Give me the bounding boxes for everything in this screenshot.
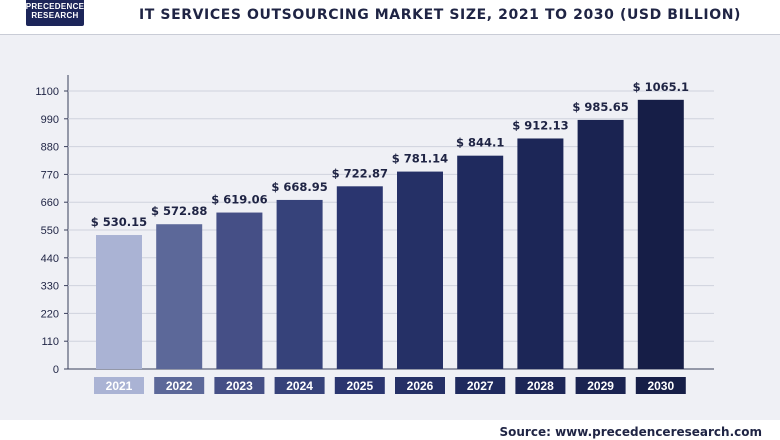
bar-2029 [577,119,624,370]
bar-2030 [637,99,684,369]
bar-2027 [457,155,504,369]
source-label: Source: [499,425,551,439]
category-label: 2023 [226,379,253,393]
y-tick-label: 1100 [35,86,59,98]
y-tick-label: 440 [41,253,59,265]
value-label: $ 781.14 [392,152,448,166]
precedence-research-logo: PRECEDENCE RESEARCH [26,0,84,26]
source-note: Source: www.precedenceresearch.com [500,425,763,439]
category-label: 2022 [166,379,193,393]
value-label: $ 619.06 [211,193,267,207]
bar-chart: 0 110 220 330 440 550 660 770 880 990 1100 $ 530.15… [35,75,714,394]
bar-2028 [517,138,564,369]
bar-2022 [156,224,203,369]
y-tick-label: 110 [41,336,59,348]
category-label: 2026 [407,379,434,393]
category-tag [575,377,626,394]
value-label: $ 668.95 [271,180,327,194]
category-tag [515,377,566,394]
value-label: $ 572.88 [151,204,207,218]
bar-2026 [397,171,443,369]
y-tick-label: 880 [41,142,59,154]
value-label: $ 844.1 [456,136,504,150]
category-label: 2030 [647,379,674,393]
y-tick-label: 220 [41,308,59,320]
y-tick-label: 550 [41,225,59,237]
category-label: 2024 [286,379,313,393]
chart-title: IT SERVICES OUTSOURCING MARKET SIZE, 202… [138,7,742,23]
source-url[interactable]: www.precedenceresearch.com [555,425,762,439]
y-tick-label: 770 [41,169,59,181]
category-tag [635,377,686,394]
y-tick-label: 660 [41,197,59,209]
category-label: 2029 [587,379,614,393]
value-label: $ 985.65 [572,100,628,114]
value-label: $ 530.15 [91,215,147,229]
category-tag [154,377,205,394]
category-tag [214,377,265,394]
logo-line-2: RESEARCH [31,11,79,20]
y-tick-label: 0 [53,364,59,376]
value-label: $ 722.87 [332,166,388,180]
logo-line-1: PRECEDENCE [25,2,85,11]
category-tag [274,377,325,394]
bar-2025 [336,186,383,369]
category-label: 2025 [346,379,373,393]
category-label: 2021 [106,379,133,393]
category-tag [94,377,144,394]
y-tick-label: 990 [41,114,59,126]
bar-2024 [276,199,323,369]
category-label: 2028 [527,379,554,393]
value-label: $ 912.13 [512,118,568,132]
header-bar: PRECEDENCE RESEARCH IT SERVICES OUTSOURC… [0,0,780,35]
category-tag [334,377,385,394]
category-tag [395,377,445,394]
bar-2021 [96,235,142,369]
category-tag [455,377,506,394]
y-tick-label: 330 [41,281,59,293]
value-label: $ 1065.1 [633,80,689,94]
category-label: 2027 [467,379,494,393]
bar-2023 [216,212,263,369]
